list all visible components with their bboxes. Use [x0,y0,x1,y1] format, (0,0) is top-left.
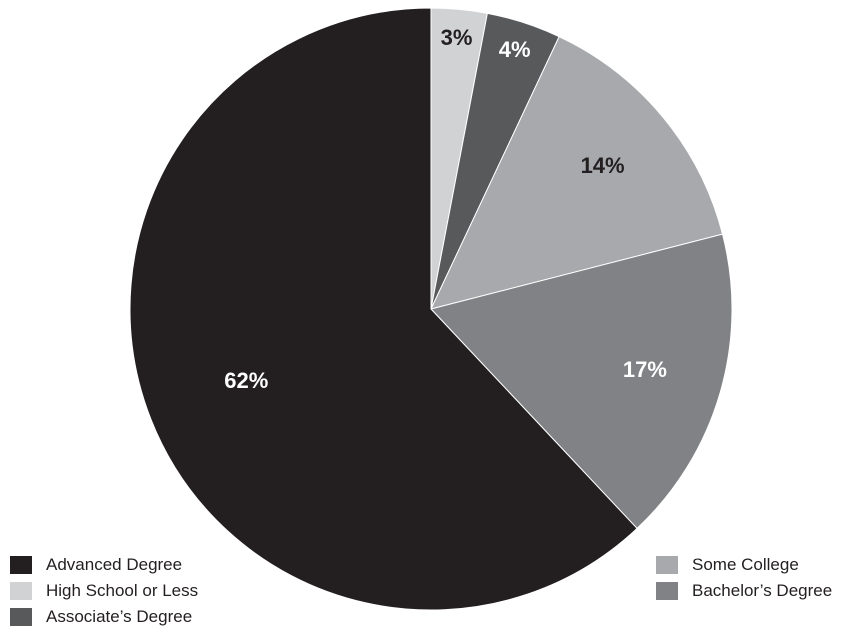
pie-slice-labels: 3% 4% 14% 17% 62% [224,25,667,393]
legend-swatch [10,582,32,600]
pie-label-high-school-or-less: 3% [441,25,473,50]
legend-label: Some College [692,555,799,574]
pie-label-some-college: 14% [581,153,625,178]
legend-item-advanced-degree: Advanced Degree [10,552,198,578]
legend-left: Advanced Degree High School or Less Asso… [10,552,198,630]
legend-label: Associate’s Degree [46,607,193,626]
legend-swatch [10,556,32,574]
legend-label: Bachelor’s Degree [692,581,833,600]
pie-label-associate-s-degree: 4% [499,37,531,62]
legend-item-some-college: Some College [656,552,832,578]
pie-label-advanced-degree: 62% [224,368,268,393]
pie-slice-bachelor-s-degree [430,233,733,530]
legend-swatch [656,556,678,574]
pie-slice-some-college [430,35,724,310]
pie-slice-advanced-degree [129,7,638,611]
pie-label-bachelor-s-degree: 17% [623,357,667,382]
legend-item-associates-degree: Associate’s Degree [10,604,198,630]
legend-swatch [656,582,678,600]
pie-slices [129,7,733,611]
legend-label: High School or Less [46,581,199,600]
legend-label: Advanced Degree [46,555,183,574]
legend-right: Some College Bachelor’s Degree [656,552,832,604]
legend-swatch [10,608,32,626]
legend-item-bachelors-degree: Bachelor’s Degree [656,578,832,604]
legend-item-high-school-or-less: High School or Less [10,578,198,604]
